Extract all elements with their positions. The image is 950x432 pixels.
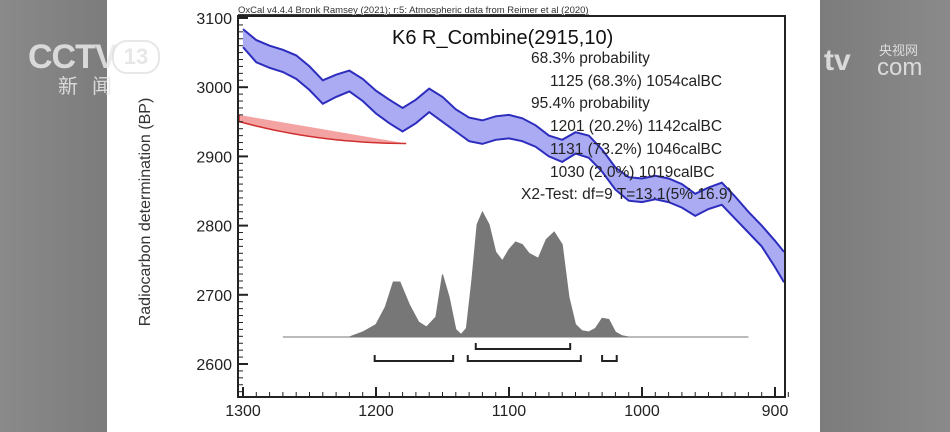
x-tick-label: 1100 — [492, 403, 527, 420]
range-68-bracket — [474, 343, 572, 350]
calibration-upper-line — [242, 28, 785, 253]
y-tick-label: 3000 — [196, 80, 232, 97]
posterior-distribution — [282, 210, 749, 338]
right-broadcast-panel — [820, 0, 950, 432]
chart-title: K6 R_Combine(2915,10) — [392, 27, 613, 49]
annotation-line: 1125 (68.3%) 1054calBC — [550, 73, 722, 90]
cntv-com-text: com — [877, 54, 923, 81]
y-tick-label: 2600 — [196, 357, 232, 374]
y-tick-label: 2800 — [196, 219, 232, 236]
y-axis-label: Radiocarbon determination (BP) — [137, 98, 154, 327]
x-tick-label: 900 — [762, 403, 789, 420]
channel-13-badge: 13 — [112, 40, 160, 74]
annotation-line: 1030 (2.0%) 1019calBC — [550, 164, 715, 181]
range-95-bracket — [466, 355, 582, 362]
chart-canvas — [107, 0, 820, 432]
cntv-cn-name: 央视网 — [879, 43, 919, 58]
annotation-line: X2-Test: df=9 T=13.1(5% 16.9) — [521, 186, 733, 203]
y-tick-label: 3100 — [196, 11, 232, 28]
range-95-bracket — [373, 355, 455, 362]
annotation-line: 95.4% probability — [531, 95, 650, 112]
y-tick-label: 2700 — [196, 288, 232, 305]
cntv-tv-mark: tv — [824, 44, 851, 77]
news-channel-label: 新闻 — [58, 76, 126, 98]
cctv-logo: CCTV — [28, 38, 118, 76]
annotation-line: 1131 (73.2%) 1046calBC — [550, 141, 722, 158]
x-tick-label: 1200 — [358, 403, 394, 420]
range-95-bracket — [601, 355, 618, 362]
annotation-line: 68.3% probability — [531, 50, 650, 67]
x-tick-label: 1000 — [624, 403, 660, 420]
left-broadcast-panel — [0, 0, 107, 432]
plot-frame — [237, 15, 786, 398]
y-tick-label: 2900 — [196, 149, 232, 166]
radiocarbon-distribution — [238, 114, 407, 145]
calibration-lower-line — [242, 46, 785, 283]
x-tick-label: 1300 — [225, 403, 261, 420]
chart-credit: OxCal v4.4.4 Bronk Ramsey (2021); r:5: A… — [238, 5, 589, 16]
annotation-line: 1201 (20.2%) 1142calBC — [550, 118, 722, 135]
